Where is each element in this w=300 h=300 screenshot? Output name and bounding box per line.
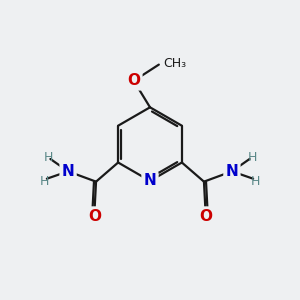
Text: O: O (199, 208, 212, 224)
Text: CH₃: CH₃ (163, 57, 186, 70)
Text: H: H (251, 175, 260, 188)
Text: O: O (127, 73, 140, 88)
Text: N: N (226, 164, 238, 179)
Text: H: H (44, 151, 53, 164)
Text: H: H (40, 175, 49, 188)
Text: O: O (88, 208, 101, 224)
Text: N: N (144, 173, 156, 188)
Text: H: H (247, 151, 256, 164)
Text: N: N (62, 164, 74, 179)
